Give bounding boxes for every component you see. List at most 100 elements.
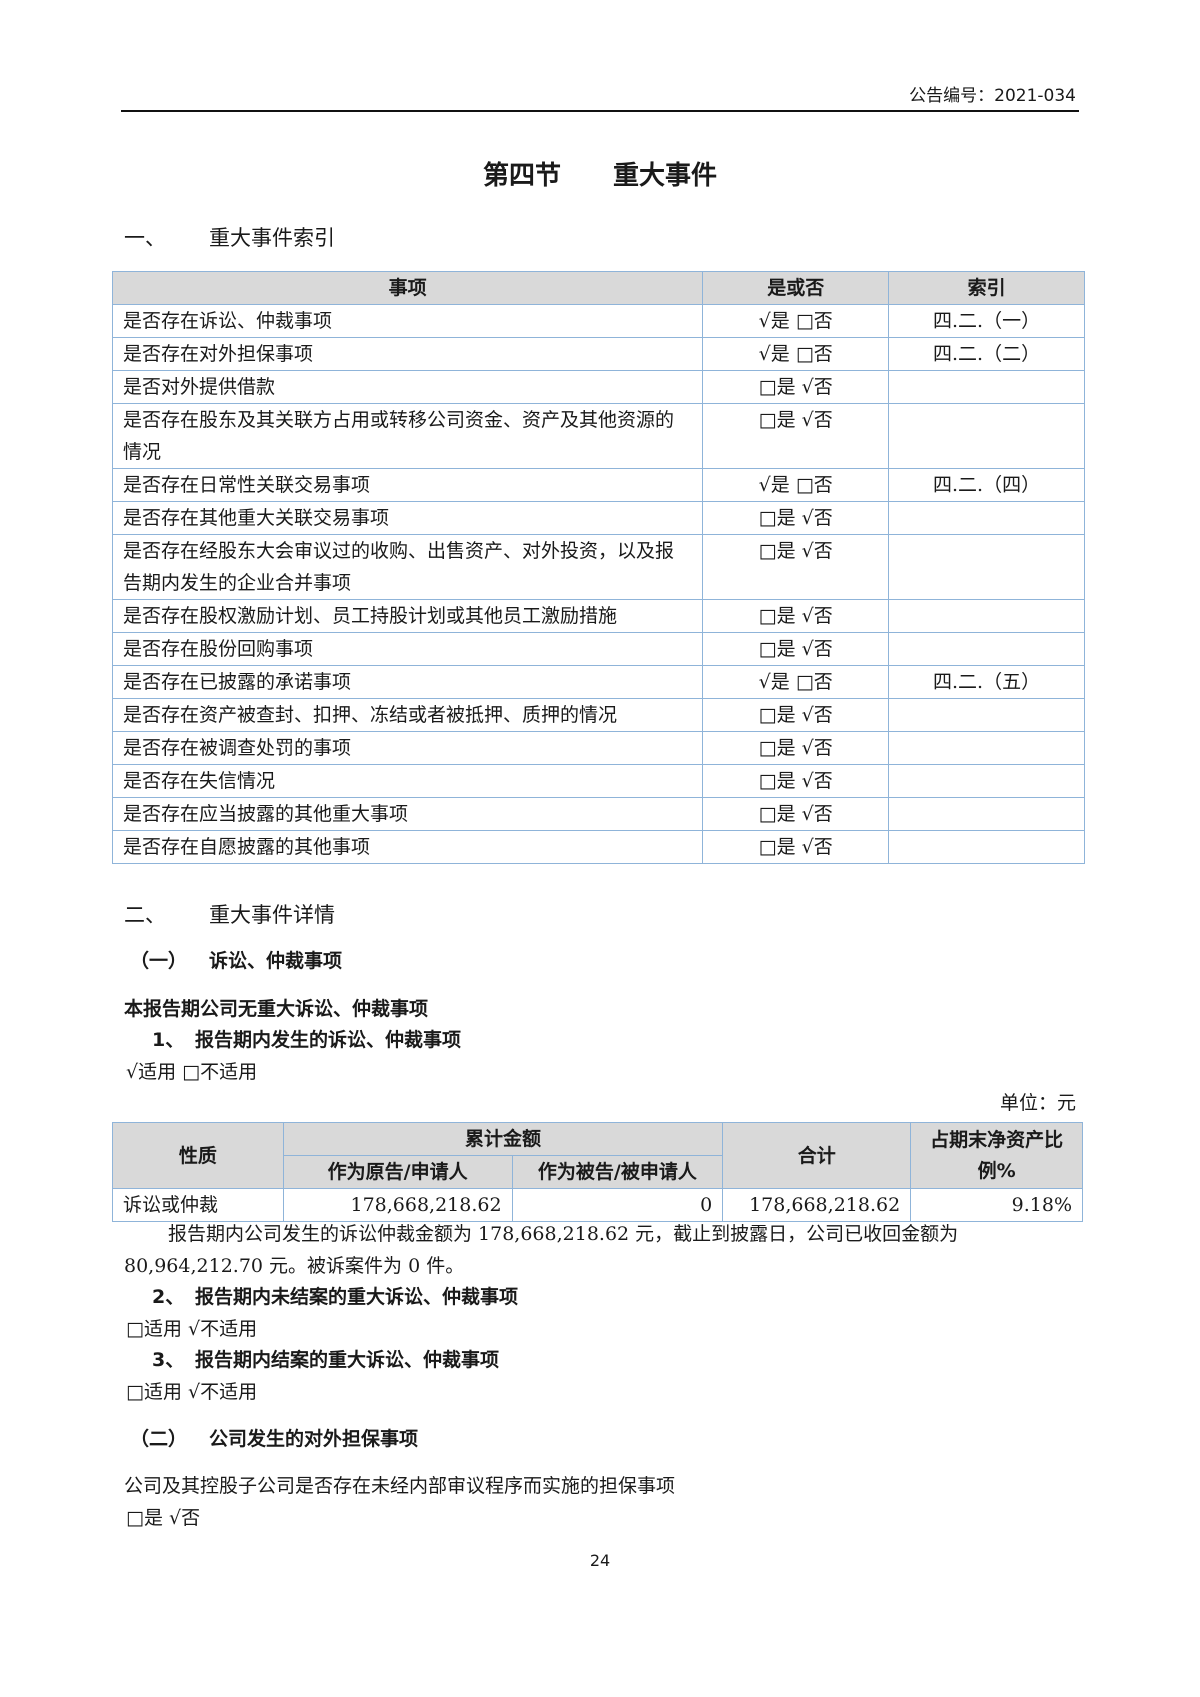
cell-item: 是否存在股份回购事项 — [111, 632, 704, 666]
cell-defendant: 0 — [511, 1188, 724, 1222]
sub2-num: （二） — [130, 1428, 188, 1450]
cell-item: 是否存在被调查处罚的事项 — [111, 731, 704, 765]
cell-item: 是否存在失信情况 — [111, 764, 704, 798]
cell-yesno: √是 □否 — [702, 468, 890, 502]
cell-nature: 诉讼或仲裁 — [112, 1188, 284, 1222]
guarantee-answer: □是 √否 — [126, 1507, 201, 1529]
section2-num: 二、 — [124, 903, 166, 927]
index-table: 事项 是或否 索引 是否存在诉讼、仲裁事项 √是 □否 四.二.（一） 是否存在对外担… — [111, 271, 1085, 864]
no-major-litigation: 本报告期公司无重大诉讼、仲裁事项 — [124, 998, 429, 1020]
cell-ref — [888, 403, 1085, 469]
cell-yesno: □是 √否 — [702, 731, 890, 765]
section1-title: 重大事件索引 — [209, 226, 335, 250]
cell-item: 是否对外提供借款 — [111, 370, 704, 404]
cell-ref — [888, 599, 1085, 633]
cell-ref — [888, 370, 1085, 404]
cell-ref — [888, 731, 1085, 765]
cell-item: 是否存在资产被查封、扣押、冻结或者被抵押、质押的情况 — [111, 698, 704, 732]
cell-yesno: □是 √否 — [702, 501, 890, 535]
cell-item: 是否存在对外担保事项 — [111, 337, 704, 371]
cell-item: 是否存在股权激励计划、员工持股计划或其他员工激励措施 — [111, 599, 704, 633]
cell-ref — [888, 830, 1085, 864]
cell-item: 是否存在经股东大会审议过的收购、出售资产、对外投资，以及报告期内发生的企业合并事… — [111, 534, 704, 600]
cell-ref — [888, 698, 1085, 732]
page-title: 第四节 重大事件 — [482, 161, 717, 191]
cell-item: 是否存在已披露的承诺事项 — [111, 665, 704, 699]
guarantee-question: 公司及其控股子公司是否存在未经内部审议程序而实施的担保事项 — [124, 1475, 676, 1497]
table-row: 是否存在应当披露的其他重大事项 □是 √否 — [111, 797, 1085, 831]
cell-yesno: □是 √否 — [702, 830, 890, 864]
table-row: 是否存在股权激励计划、员工持股计划或其他员工激励措施 □是 √否 — [111, 599, 1085, 633]
header-defendant: 作为被告/被申请人 — [511, 1155, 724, 1189]
paragraph-line2: 80,964,212.70 元。被诉案件为 0 件。 — [124, 1255, 465, 1277]
item1-num: 1、 — [152, 1029, 185, 1051]
table-row: 是否对外提供借款 □是 √否 — [111, 370, 1085, 404]
cell-total: 178,668,218.62 — [722, 1188, 912, 1222]
cell-item: 是否存在诉讼、仲裁事项 — [111, 304, 704, 338]
item3-title: 报告期内结案的重大诉讼、仲裁事项 — [195, 1349, 500, 1371]
sub2-title: 公司发生的对外担保事项 — [209, 1428, 419, 1450]
header-item: 事项 — [111, 271, 704, 305]
cell-item: 是否存在日常性关联交易事项 — [111, 468, 704, 502]
cell-yesno: □是 √否 — [702, 599, 890, 633]
header-total: 合计 — [722, 1122, 912, 1189]
page-number: 24 — [589, 1551, 611, 1570]
table-header-row: 事项 是或否 索引 — [111, 271, 1085, 305]
cell-yesno: √是 □否 — [702, 665, 890, 699]
table-row: 是否存在对外担保事项 √是 □否 四.二.（二） — [111, 337, 1085, 371]
cell-ratio: 9.18% — [910, 1188, 1083, 1222]
cell-item: 是否存在其他重大关联交易事项 — [111, 501, 704, 535]
cell-item: 是否存在自愿披露的其他事项 — [111, 830, 704, 864]
table-row: 诉讼或仲裁 178,668,218.62 0 178,668,218.62 9.… — [112, 1188, 1083, 1222]
cell-yesno: □是 √否 — [702, 698, 890, 732]
table-row: 是否存在日常性关联交易事项 √是 □否 四.二.（四） — [111, 468, 1085, 502]
litigation-table: 性质 累计金额 合计 占期末净资产比例% 作为原告/申请人 作为被告/被申请人 … — [112, 1122, 1083, 1222]
cell-ref: 四.二.（五） — [888, 665, 1085, 699]
cell-ref — [888, 501, 1085, 535]
header-nature: 性质 — [112, 1122, 284, 1189]
cell-yesno: □是 √否 — [702, 797, 890, 831]
cell-ref — [888, 534, 1085, 600]
cell-ref — [888, 764, 1085, 798]
item2-title: 报告期内未结案的重大诉讼、仲裁事项 — [195, 1286, 519, 1308]
item3-num: 3、 — [152, 1349, 185, 1371]
cell-yesno: √是 □否 — [702, 304, 890, 338]
cell-ref — [888, 797, 1085, 831]
cell-item: 是否存在股东及其关联方占用或转移公司资金、资产及其他资源的情况 — [111, 403, 704, 469]
section1-num: 一、 — [124, 226, 166, 250]
header-cumulative: 累计金额 — [282, 1122, 724, 1156]
sub1-title: 诉讼、仲裁事项 — [209, 950, 343, 972]
cell-ref: 四.二.（一） — [888, 304, 1085, 338]
item1-title: 报告期内发生的诉讼、仲裁事项 — [195, 1029, 462, 1051]
cell-yesno: □是 √否 — [702, 764, 890, 798]
header-ref: 索引 — [888, 271, 1085, 305]
table-row: 是否存在经股东大会审议过的收购、出售资产、对外投资，以及报告期内发生的企业合并事… — [111, 534, 1085, 600]
cell-plaintiff: 178,668,218.62 — [282, 1188, 513, 1222]
header-yesno: 是或否 — [702, 271, 890, 305]
item1-applicable: √适用 □不适用 — [126, 1061, 258, 1083]
header-plaintiff: 作为原告/申请人 — [282, 1155, 513, 1189]
cell-ref — [888, 632, 1085, 666]
table-row: 是否存在资产被查封、扣押、冻结或者被抵押、质押的情况 □是 √否 — [111, 698, 1085, 732]
table-row: 是否存在失信情况 □是 √否 — [111, 764, 1085, 798]
item2-applicable: □适用 √不适用 — [126, 1318, 258, 1340]
cell-ref: 四.二.（四） — [888, 468, 1085, 502]
cell-ref: 四.二.（二） — [888, 337, 1085, 371]
header-ratio: 占期末净资产比例% — [910, 1122, 1083, 1189]
notice-number: 公告编号：2021-034 — [909, 86, 1076, 106]
table-row: 是否存在其他重大关联交易事项 □是 √否 — [111, 501, 1085, 535]
item2-num: 2、 — [152, 1286, 185, 1308]
header-rule — [121, 110, 1079, 112]
cell-yesno: √是 □否 — [702, 337, 890, 371]
unit-label: 单位：元 — [999, 1092, 1076, 1114]
paragraph-line1: 报告期内公司发生的诉讼仲裁金额为 178,668,218.62 元，截止到披露日… — [168, 1223, 959, 1245]
cell-yesno: □是 √否 — [702, 534, 890, 600]
section2-title: 重大事件详情 — [209, 903, 335, 927]
table-row: 是否存在已披露的承诺事项 √是 □否 四.二.（五） — [111, 665, 1085, 699]
table-row: 是否存在被调查处罚的事项 □是 √否 — [111, 731, 1085, 765]
table-row: 是否存在股份回购事项 □是 √否 — [111, 632, 1085, 666]
table-row: 是否存在诉讼、仲裁事项 √是 □否 四.二.（一） — [111, 304, 1085, 338]
table-row: 是否存在股东及其关联方占用或转移公司资金、资产及其他资源的情况 □是 √否 — [111, 403, 1085, 469]
cell-yesno: □是 √否 — [702, 403, 890, 469]
